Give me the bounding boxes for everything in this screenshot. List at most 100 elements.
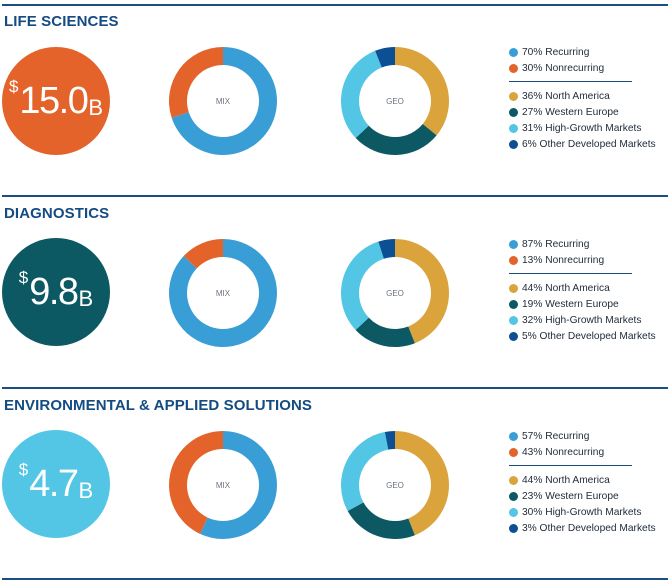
mix-donut-label: MIX	[216, 97, 231, 106]
geo-donut-label: GEO	[386, 289, 404, 298]
legend-item-nonrecurring: 30% Nonrecurring	[509, 60, 669, 76]
legend-item-other-developed: 3% Other Developed Markets	[509, 520, 669, 536]
legend-item-western-europe: 23% Western Europe	[509, 488, 669, 504]
legend-dot	[509, 507, 518, 517]
legend-dot	[509, 91, 518, 101]
revenue-unit: B	[78, 286, 94, 311]
geo-donut-slices	[340, 239, 450, 348]
legend-dot	[509, 123, 518, 133]
legend-item-nonrecurring: 13% Nonrecurring	[509, 252, 669, 268]
slice-north-america	[395, 431, 450, 536]
slice-recurring	[200, 431, 278, 539]
bottom-divider	[2, 578, 668, 580]
mix-donut-slices	[169, 239, 278, 347]
legend-dot	[509, 139, 518, 149]
geo-donut-life-sciences: GEO	[340, 47, 450, 156]
legend-text: 23% Western Europe	[522, 490, 619, 502]
legend-dot	[509, 299, 518, 309]
geo-donut-environmental-applied: GEO	[341, 431, 450, 540]
mix-donut-slices	[169, 431, 278, 539]
legend-life-sciences: 70% Recurring 30% Nonrecurring 36% North…	[509, 44, 669, 152]
legend-dot	[509, 523, 518, 533]
legend-item-recurring: 57% Recurring	[509, 428, 669, 444]
segment-title-environmental-applied: ENVIRONMENTAL & APPLIED SOLUTIONS	[4, 397, 313, 414]
legend-text: 5% Other Developed Markets	[522, 330, 656, 342]
legend-diagnostics: 87% Recurring 13% Nonrecurring 44% North…	[509, 236, 669, 344]
legend-environmental-applied: 57% Recurring 43% Nonrecurring 44% North…	[509, 428, 669, 536]
geo-donut-label: GEO	[386, 481, 404, 490]
legend-text: 19% Western Europe	[522, 298, 619, 310]
legend-text: 36% North America	[522, 90, 610, 102]
geo-donut-label: GEO	[386, 97, 404, 106]
revenue-circle-environmental-applied: $4.7 B	[2, 430, 110, 538]
legend-item-north-america: 36% North America	[509, 88, 669, 104]
legend-text: 43% Nonrecurring	[522, 446, 605, 458]
legend-item-other-developed: 5% Other Developed Markets	[509, 328, 669, 344]
legend-text: 13% Nonrecurring	[522, 254, 605, 266]
legend-item-north-america: 44% North America	[509, 472, 669, 488]
revenue-currency: $	[8, 77, 19, 96]
slice-nonrecurring	[168, 47, 223, 118]
legend-text: 30% High-Growth Markets	[522, 506, 642, 518]
slice-other-developed-markets	[384, 431, 395, 450]
slice-recurring	[171, 47, 277, 155]
section-divider	[2, 387, 668, 389]
legend-dot	[509, 239, 518, 249]
revenue-circle-diagnostics: $9.8 B	[2, 238, 110, 346]
legend-text: 70% Recurring	[522, 46, 590, 58]
legend-item-high-growth: 30% High-Growth Markets	[509, 504, 669, 520]
legend-text: 87% Recurring	[522, 238, 590, 250]
slice-nonrecurring	[183, 239, 223, 269]
legend-item-north-america: 44% North America	[509, 280, 669, 296]
mix-donut-diagnostics: MIX	[169, 239, 278, 347]
slice-other-developed-markets	[378, 239, 395, 259]
legend-text: 44% North America	[522, 282, 610, 294]
legend-dot	[509, 107, 518, 117]
legend-dot	[509, 315, 518, 325]
legend-dot	[509, 47, 518, 57]
legend-item-recurring: 70% Recurring	[509, 44, 669, 60]
segment-title-life-sciences: LIFE SCIENCES	[4, 13, 119, 30]
legend-text: 44% North America	[522, 474, 610, 486]
slice-north-america	[395, 239, 450, 344]
segment-title-diagnostics: DIAGNOSTICS	[4, 205, 110, 222]
legend-dot	[509, 447, 518, 457]
legend-text: 57% Recurring	[522, 430, 590, 442]
legend-text: 3% Other Developed Markets	[522, 522, 656, 534]
geo-donut-slices	[341, 431, 450, 540]
revenue-unit: B	[78, 478, 94, 503]
mix-donut-label: MIX	[216, 289, 231, 298]
legend-separator	[509, 81, 632, 82]
legend-dot	[509, 283, 518, 293]
revenue-amount: 9.8	[29, 270, 79, 313]
legend-text: 27% Western Europe	[522, 106, 619, 118]
legend-dot	[509, 331, 518, 341]
slice-high-growth-markets	[340, 241, 384, 330]
legend-item-nonrecurring: 43% Nonrecurring	[509, 444, 669, 460]
slice-recurring	[169, 239, 278, 347]
slice-western-europe	[355, 317, 415, 348]
revenue-amount: 4.7	[29, 462, 79, 505]
mix-donut-life-sciences: MIX	[168, 47, 277, 155]
slice-nonrecurring	[169, 431, 223, 534]
legend-dot	[509, 475, 518, 485]
legend-item-recurring: 87% Recurring	[509, 236, 669, 252]
slice-other-developed-markets	[375, 47, 395, 68]
legend-text: 6% Other Developed Markets	[522, 138, 656, 150]
slice-high-growth-markets	[340, 50, 382, 138]
revenue-unit: B	[88, 95, 104, 120]
mix-donut-slices	[168, 47, 277, 155]
legend-dot	[509, 63, 518, 73]
revenue-currency: $	[18, 460, 29, 479]
revenue-amount: 15.0	[19, 79, 88, 122]
revenue-currency: $	[18, 268, 29, 287]
legend-item-high-growth: 32% High-Growth Markets	[509, 312, 669, 328]
slice-western-europe	[355, 123, 437, 156]
geo-donut-diagnostics: GEO	[340, 239, 450, 348]
legend-dot	[509, 491, 518, 501]
legend-text: 31% High-Growth Markets	[522, 122, 642, 134]
legend-separator	[509, 465, 632, 466]
slice-high-growth-markets	[341, 431, 389, 512]
legend-item-western-europe: 19% Western Europe	[509, 296, 669, 312]
slice-western-europe	[347, 502, 415, 540]
